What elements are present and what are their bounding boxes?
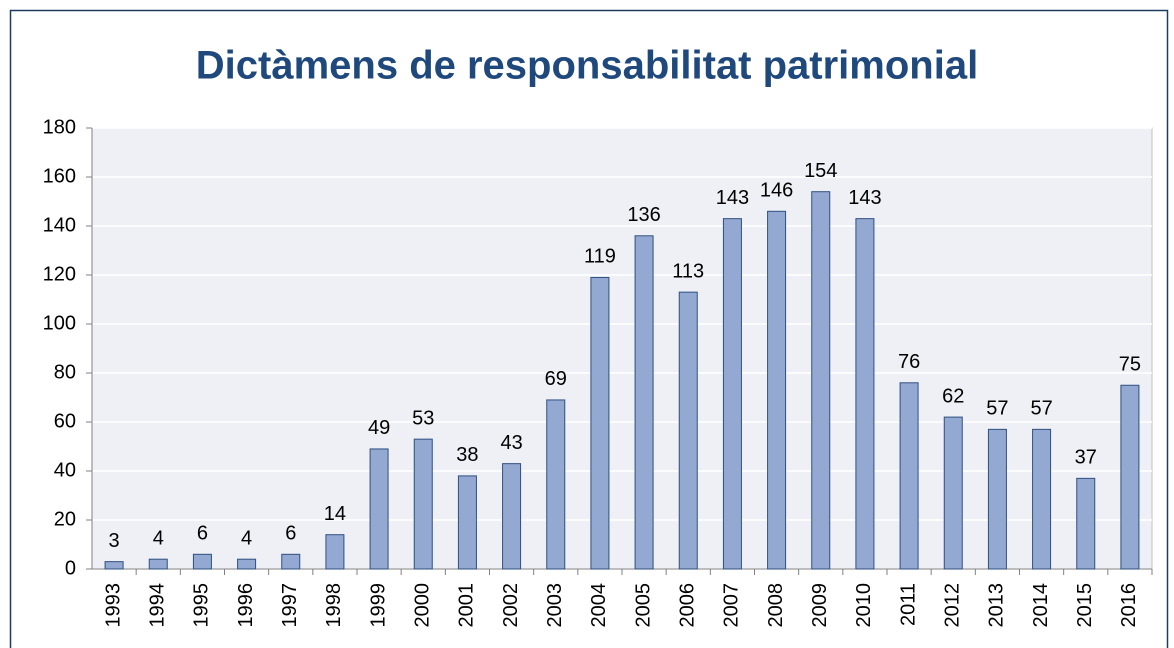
bar [1120,384,1140,570]
data-label: 146 [760,180,793,202]
bar [634,235,654,570]
data-label: 6 [197,523,208,545]
bar [192,553,212,570]
y-tick-label: 140 [43,214,76,236]
x-tick-label: 2006 [677,583,699,628]
y-tick-label: 0 [65,557,76,579]
bar [590,276,610,570]
x-tick-label: 1997 [279,583,301,628]
data-label: 143 [848,187,881,209]
y-tick-label: 60 [54,410,76,432]
x-tick-label: 2008 [765,583,787,628]
y-tick-label: 180 [43,116,76,138]
bar [722,218,742,570]
x-tick-label: 2007 [721,583,743,628]
data-label: 37 [1075,447,1097,469]
bar [104,561,124,570]
bar [678,291,698,570]
data-label: 62 [942,385,964,407]
data-label: 6 [285,523,296,545]
bar [237,558,257,570]
y-tick-label: 80 [54,361,76,383]
data-label: 69 [545,368,567,390]
y-tick-label: 160 [43,165,76,187]
x-tick-label: 2005 [632,583,654,628]
x-tick-label: 2015 [1074,583,1096,628]
x-tick-label: 2003 [544,583,566,628]
bar [1076,477,1096,570]
y-tick-label: 100 [43,312,76,334]
x-tick-label: 2000 [412,583,434,628]
x-tick-label: 2011 [897,583,919,626]
x-tick-label: 1996 [235,583,257,628]
chart-border [9,9,1169,648]
bar [899,382,919,570]
x-tick-label: 1999 [367,583,389,628]
x-tick-label: 1994 [147,583,169,628]
data-label: 136 [627,204,660,226]
data-label: 119 [584,246,616,268]
bar [811,191,831,570]
data-label: 3 [109,530,120,552]
x-tick-label: 2010 [853,583,875,628]
x-tick-label: 2001 [456,583,478,628]
bar [943,416,963,570]
bar [413,438,433,570]
bar [1032,428,1052,570]
y-tick-label: 20 [54,508,76,530]
data-label: 154 [804,160,837,182]
bar [502,463,522,570]
x-tick-label: 1995 [191,583,213,628]
bar [281,553,301,570]
x-tick-label: 2016 [1118,583,1140,628]
bar [457,475,477,570]
data-label: 49 [368,417,390,439]
bar [987,428,1007,570]
bar [855,218,875,570]
bar [369,448,389,570]
x-tick-label: 2002 [500,583,522,628]
data-label: 57 [1030,398,1052,420]
bar [546,399,566,570]
data-label: 4 [153,527,164,549]
data-label: 113 [672,260,704,282]
data-label: 38 [456,444,478,466]
data-label: 75 [1119,354,1141,376]
data-label: 57 [986,398,1008,420]
x-tick-label: 1993 [102,583,124,628]
x-tick-label: 2014 [1030,583,1052,628]
x-tick-label: 2009 [809,583,831,628]
data-label: 76 [898,351,920,373]
data-label: 43 [500,432,522,454]
x-tick-label: 2013 [986,583,1008,628]
bar [148,558,168,570]
x-tick-label: 2004 [588,583,610,628]
x-tick-label: 2012 [942,583,964,628]
y-tick-label: 120 [43,263,76,285]
chart-title: Dictàmens de responsabilitat patrimonial [196,44,978,88]
data-label: 14 [324,503,346,525]
y-tick-label: 40 [54,459,76,481]
x-tick-label: 1998 [323,583,345,628]
bar [767,210,787,570]
bar [325,534,345,570]
data-label: 143 [716,187,749,209]
data-label: 4 [241,527,252,549]
data-label: 53 [412,407,434,429]
